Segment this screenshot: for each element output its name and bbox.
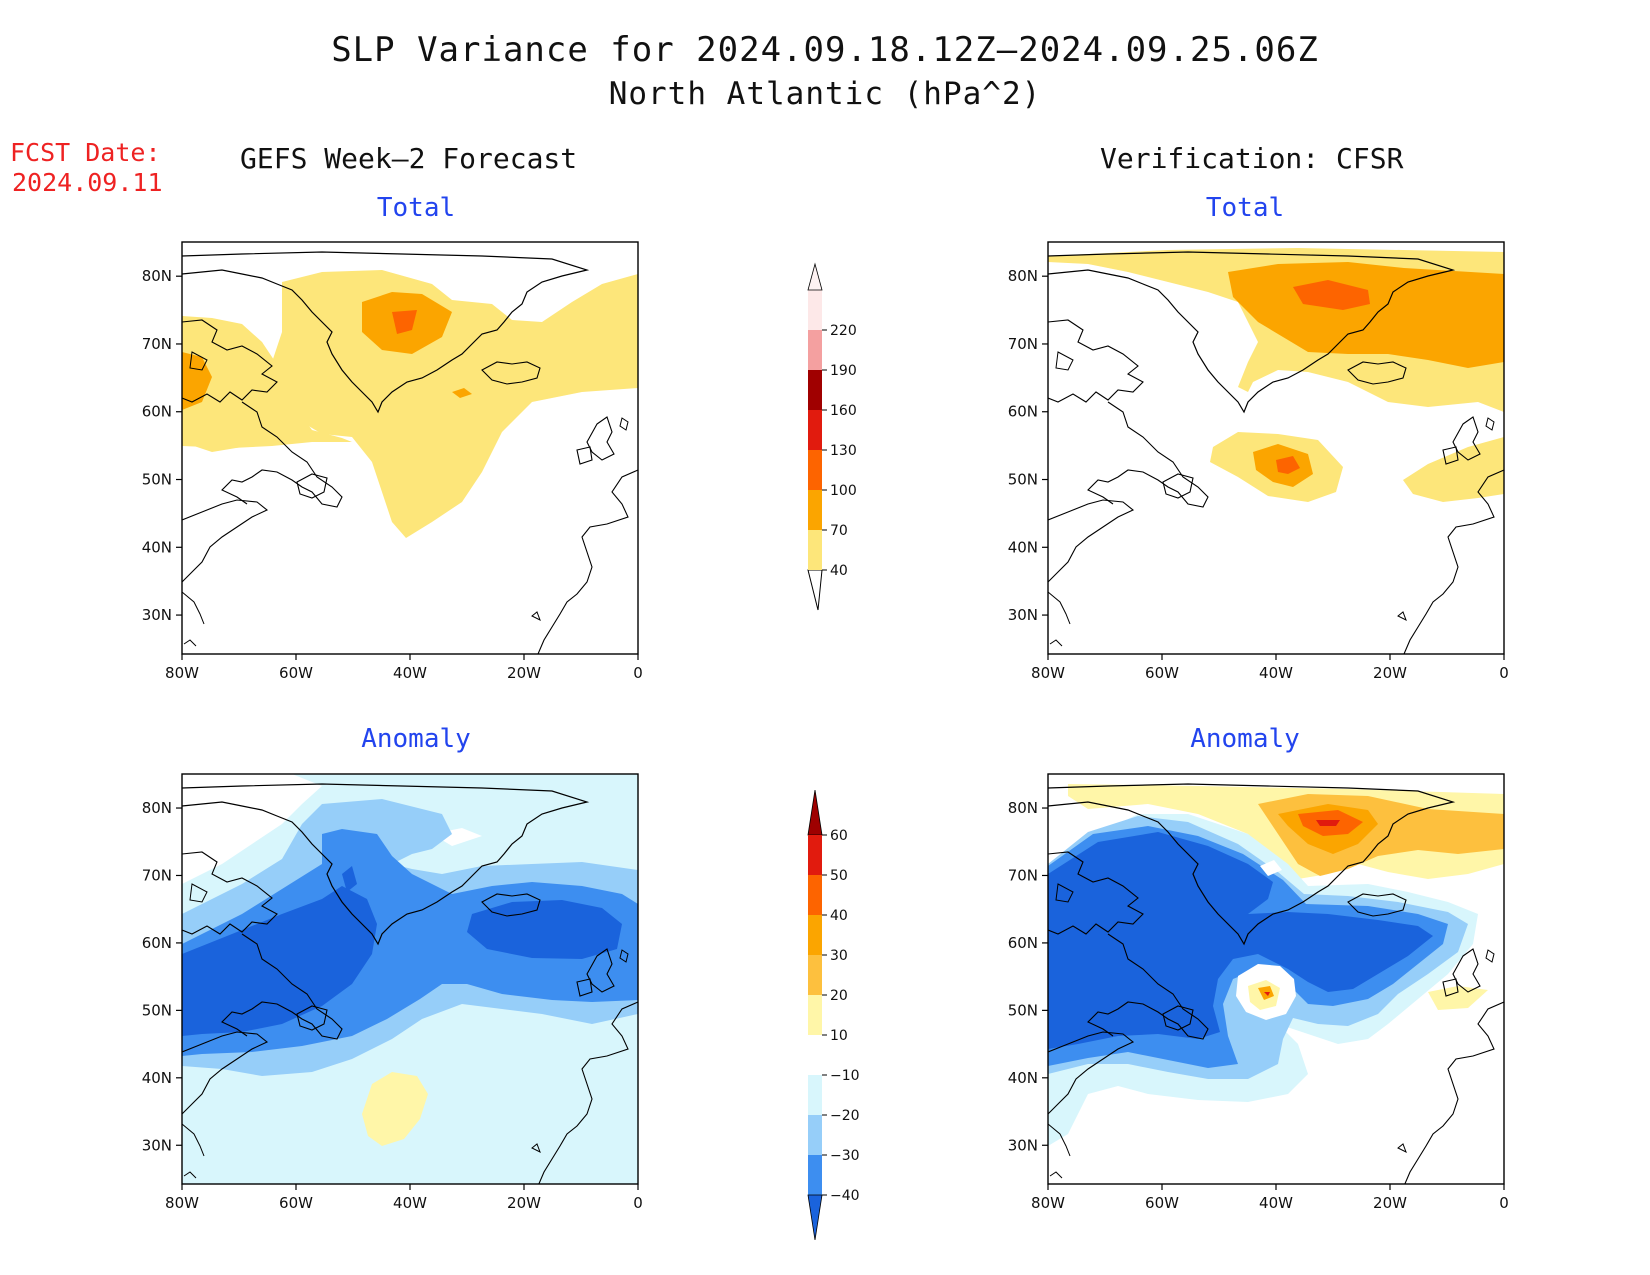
- lat-tick-label: 70N: [1008, 866, 1038, 884]
- colorbar-anomaly-label: 40: [830, 908, 848, 924]
- lon-tick-label: 0: [633, 1194, 643, 1212]
- lat-tick-label: 50N: [1008, 471, 1038, 489]
- panel-title-forecast-anomaly: Anomaly: [361, 724, 471, 754]
- chart-title: SLP Variance for 2024.09.18.12Z–2024.09.…: [331, 30, 1319, 70]
- colorbar-anomaly-upper-arrow: [807, 789, 823, 836]
- lat-tick-label: 30N: [142, 606, 172, 624]
- colorbar-anomaly-label: −30: [830, 1148, 860, 1164]
- colorbar-total-label: 160: [830, 403, 857, 419]
- lon-tick-label: 20W: [507, 1194, 541, 1212]
- lon-tick-label: 40W: [393, 664, 427, 682]
- lat-tick-label: 70N: [142, 335, 172, 353]
- lon-tick-label: 20W: [1373, 1194, 1407, 1212]
- right-column-heading: Verification: CFSR: [1100, 142, 1404, 175]
- lon-tick-label: 0: [633, 664, 643, 682]
- lat-tick-label: 80N: [1008, 799, 1038, 817]
- lon-tick-label: 80W: [165, 664, 199, 682]
- colorbar-anomaly-label: 30: [830, 948, 848, 964]
- panel-title-forecast-total: Total: [376, 193, 456, 223]
- colorbar-total-label: 220: [830, 323, 857, 339]
- lon-tick-label: 40W: [393, 1194, 427, 1212]
- colorbar-anomaly-swatch: [808, 915, 822, 955]
- lat-tick-label: 30N: [1008, 1136, 1038, 1154]
- lon-tick-label: 80W: [1031, 1194, 1065, 1212]
- panel-forecast-anomaly: [182, 774, 638, 1184]
- lat-tick-label: 80N: [142, 267, 172, 285]
- colorbar-anomaly-swatch: [808, 875, 822, 915]
- lat-tick-label: 80N: [142, 799, 172, 817]
- colorbar-anomaly-label: −10: [830, 1068, 860, 1084]
- lat-tick-label: 60N: [142, 403, 172, 421]
- lon-tick-label: 20W: [1373, 664, 1407, 682]
- colorbar-anomaly-swatch: [808, 955, 822, 995]
- colorbar-anomaly: 60 50 40 30 20 10 −10 −20 −30 −40: [807, 789, 860, 1241]
- lon-tick-label: 60W: [279, 1194, 313, 1212]
- lat-tick-label: 60N: [1008, 934, 1038, 952]
- colorbar-total-label: 190: [830, 363, 857, 379]
- colorbar-total-swatch: [808, 450, 822, 490]
- colorbar-anomaly-swatch: [808, 835, 822, 875]
- lon-tick-label: 60W: [279, 664, 313, 682]
- fcst-date-value: 2024.09.11: [12, 168, 163, 197]
- colorbar-total-swatch: [808, 370, 822, 410]
- colorbar-total-lower-arrow: [807, 569, 823, 611]
- lat-tick-label: 60N: [1008, 403, 1038, 421]
- colorbar-anomaly-swatch: [808, 1155, 822, 1195]
- colorbar-anomaly-label: −40: [830, 1188, 860, 1204]
- lon-tick-label: 0: [1499, 1194, 1509, 1212]
- colorbar-anomaly-label: 20: [830, 988, 848, 1004]
- colorbar-total-label: 100: [830, 483, 857, 499]
- lat-tick-label: 60N: [142, 934, 172, 952]
- lat-tick-label: 50N: [1008, 1001, 1038, 1019]
- colorbar-anomaly-label: 10: [830, 1028, 848, 1044]
- panel-forecast-total: [182, 242, 638, 654]
- colorbar-total-label: 40: [830, 563, 848, 579]
- lon-tick-label: 60W: [1145, 664, 1179, 682]
- colorbar-total-swatch: [808, 410, 822, 450]
- fcst-date-label: FCST Date:: [10, 138, 161, 167]
- panel-verification-anomaly: [1048, 774, 1504, 1184]
- colorbar-anomaly-lower-arrow: [807, 1194, 823, 1241]
- left-column-heading: GEFS Week–2 Forecast: [240, 142, 578, 175]
- lon-tick-label: 0: [1499, 664, 1509, 682]
- lat-tick-label: 30N: [142, 1136, 172, 1154]
- colorbar-anomaly-label: 60: [830, 828, 848, 844]
- lat-tick-label: 30N: [1008, 606, 1038, 624]
- lon-tick-label: 80W: [1031, 664, 1065, 682]
- chart-subtitle: North Atlantic (hPa^2): [608, 76, 1042, 112]
- lat-tick-label: 40N: [1008, 538, 1038, 556]
- colorbar-total-swatch: [808, 290, 822, 330]
- lon-tick-label: 20W: [507, 664, 541, 682]
- colorbar-anomaly-swatch: [808, 995, 822, 1035]
- lon-tick-label: 80W: [165, 1194, 199, 1212]
- colorbar-total-label: 130: [830, 443, 857, 459]
- colorbar-total-swatch: [808, 530, 822, 570]
- colorbar-anomaly-label: −20: [830, 1108, 860, 1124]
- lon-tick-label: 60W: [1145, 1194, 1179, 1212]
- colorbar-anomaly-swatch: [808, 1035, 822, 1075]
- lon-tick-label: 40W: [1259, 1194, 1293, 1212]
- colorbar-total-upper-arrow: [807, 262, 823, 291]
- colorbar-anomaly-swatch: [808, 1115, 822, 1155]
- lat-tick-label: 40N: [142, 538, 172, 556]
- colorbar-anomaly-swatch: [808, 1075, 822, 1115]
- panel-verification-total: [1048, 242, 1504, 654]
- lat-tick-label: 50N: [142, 471, 172, 489]
- colorbar-total-swatch: [808, 490, 822, 530]
- axes-layer: 80W 60W 40W 20W 0 80N 70N 60N 50N 40N 30N 80W 60W 40W…: [142, 267, 1509, 1212]
- panel-title-verification-anomaly: Anomaly: [1190, 724, 1300, 754]
- lat-tick-label: 50N: [142, 1001, 172, 1019]
- colorbar-total-label: 70: [830, 523, 848, 539]
- lat-tick-label: 70N: [142, 866, 172, 884]
- panel-title-verification-total: Total: [1205, 193, 1285, 223]
- lon-tick-label: 40W: [1259, 664, 1293, 682]
- lat-tick-label: 40N: [1008, 1069, 1038, 1087]
- colorbar-total-swatch: [808, 330, 822, 370]
- lat-tick-label: 40N: [142, 1069, 172, 1087]
- lat-tick-label: 80N: [1008, 267, 1038, 285]
- colorbar-total: 40 70 100 130 160 190 220: [807, 262, 857, 611]
- lat-tick-label: 70N: [1008, 335, 1038, 353]
- colorbar-anomaly-label: 50: [830, 868, 848, 884]
